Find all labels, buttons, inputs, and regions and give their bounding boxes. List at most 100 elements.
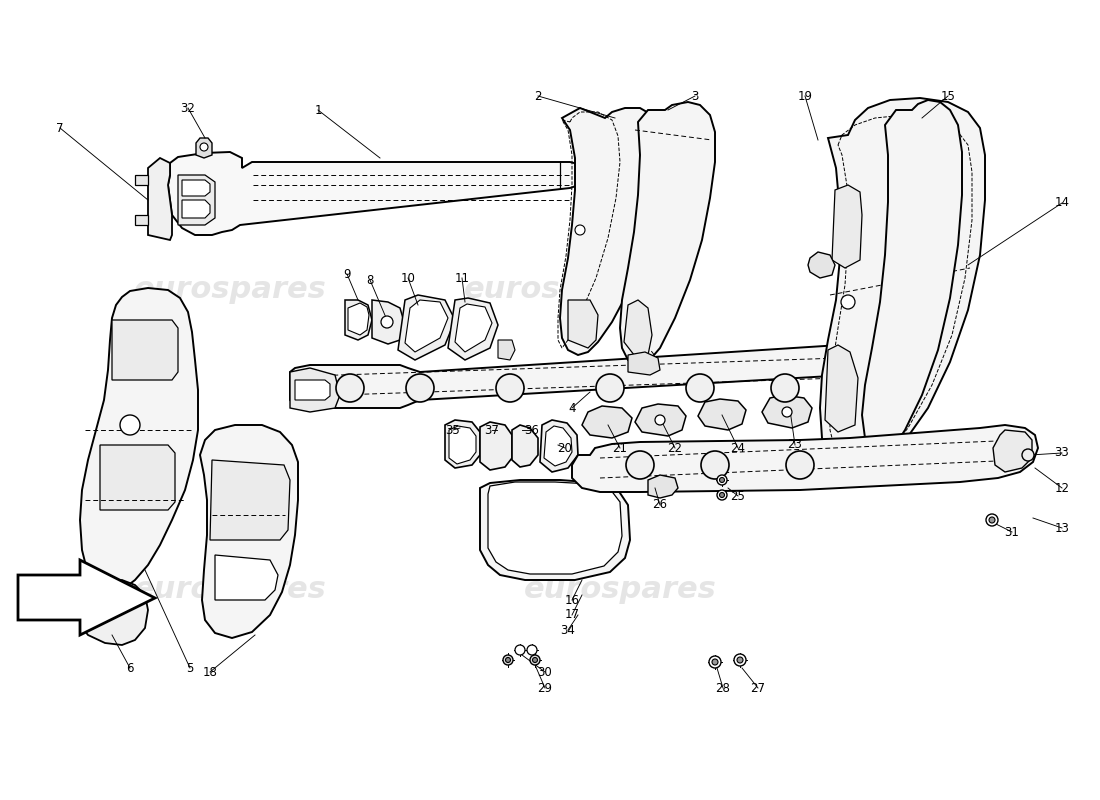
Text: 3: 3 <box>691 90 698 102</box>
Polygon shape <box>182 200 210 218</box>
Circle shape <box>381 316 393 328</box>
Circle shape <box>786 451 814 479</box>
Text: 15: 15 <box>940 90 956 102</box>
Circle shape <box>710 656 720 668</box>
Polygon shape <box>372 300 405 344</box>
Circle shape <box>701 451 729 479</box>
Text: 14: 14 <box>1055 197 1069 210</box>
Text: 30: 30 <box>538 666 552 678</box>
Polygon shape <box>648 475 678 498</box>
Polygon shape <box>698 399 746 430</box>
Text: 11: 11 <box>454 271 470 285</box>
Polygon shape <box>178 175 215 225</box>
Text: 13: 13 <box>1055 522 1069 534</box>
Polygon shape <box>290 342 868 408</box>
Polygon shape <box>135 175 149 185</box>
Polygon shape <box>820 98 984 478</box>
Text: 12: 12 <box>1055 482 1069 494</box>
Text: 28: 28 <box>716 682 730 694</box>
Polygon shape <box>582 406 632 438</box>
Polygon shape <box>18 560 155 635</box>
Text: 19: 19 <box>798 90 813 102</box>
Polygon shape <box>345 300 372 340</box>
Circle shape <box>842 295 855 309</box>
Text: 25: 25 <box>730 490 746 502</box>
Polygon shape <box>832 185 862 268</box>
Circle shape <box>496 374 524 402</box>
Circle shape <box>734 654 746 666</box>
Text: 20: 20 <box>558 442 572 454</box>
Polygon shape <box>620 102 715 366</box>
Text: 35: 35 <box>446 423 461 437</box>
Polygon shape <box>148 158 172 240</box>
Circle shape <box>506 658 510 662</box>
Circle shape <box>532 658 538 662</box>
Text: 24: 24 <box>730 442 746 454</box>
Circle shape <box>737 657 742 663</box>
Text: 22: 22 <box>668 442 682 454</box>
Polygon shape <box>449 426 476 464</box>
Polygon shape <box>808 252 835 278</box>
Circle shape <box>200 143 208 151</box>
Circle shape <box>717 475 727 485</box>
Polygon shape <box>214 555 278 600</box>
Polygon shape <box>68 605 80 620</box>
Polygon shape <box>398 295 455 360</box>
Text: 23: 23 <box>788 438 802 451</box>
Polygon shape <box>80 580 148 645</box>
Text: 6: 6 <box>126 662 134 674</box>
Circle shape <box>575 225 585 235</box>
Text: 34: 34 <box>561 623 575 637</box>
Polygon shape <box>196 138 212 158</box>
Polygon shape <box>762 395 812 428</box>
Polygon shape <box>635 404 686 436</box>
Circle shape <box>515 645 525 655</box>
Circle shape <box>771 374 799 402</box>
Circle shape <box>1022 449 1034 461</box>
Circle shape <box>986 514 998 526</box>
Text: 26: 26 <box>652 498 668 511</box>
Text: 33: 33 <box>1055 446 1069 459</box>
Circle shape <box>336 374 364 402</box>
Text: 21: 21 <box>613 442 627 454</box>
Circle shape <box>530 655 540 665</box>
Text: 9: 9 <box>343 267 351 281</box>
Text: 29: 29 <box>538 682 552 694</box>
Text: 36: 36 <box>525 423 539 437</box>
Circle shape <box>782 407 792 417</box>
Polygon shape <box>480 422 512 470</box>
Polygon shape <box>455 304 492 352</box>
Text: 16: 16 <box>564 594 580 606</box>
Polygon shape <box>568 300 598 348</box>
Text: 10: 10 <box>400 271 416 285</box>
Polygon shape <box>993 430 1032 472</box>
Polygon shape <box>135 215 149 225</box>
Polygon shape <box>348 303 369 335</box>
Polygon shape <box>200 425 298 638</box>
Text: 37: 37 <box>485 423 499 437</box>
Text: 18: 18 <box>202 666 218 678</box>
Text: 31: 31 <box>1004 526 1020 538</box>
Text: 1: 1 <box>315 103 321 117</box>
Polygon shape <box>512 425 538 467</box>
Text: eurospares: eurospares <box>133 575 327 605</box>
Polygon shape <box>825 345 858 432</box>
Text: eurospares: eurospares <box>524 575 716 605</box>
Text: 2: 2 <box>535 90 541 102</box>
Polygon shape <box>112 320 178 380</box>
Circle shape <box>686 374 714 402</box>
Polygon shape <box>862 100 962 458</box>
Polygon shape <box>210 460 290 540</box>
Polygon shape <box>448 298 498 360</box>
Text: 7: 7 <box>56 122 64 134</box>
Circle shape <box>717 490 727 500</box>
Text: 8: 8 <box>366 274 374 286</box>
Polygon shape <box>544 426 572 466</box>
Polygon shape <box>446 420 480 468</box>
Polygon shape <box>80 288 198 592</box>
Circle shape <box>712 659 718 665</box>
Polygon shape <box>572 425 1038 492</box>
Text: 27: 27 <box>750 682 766 694</box>
Polygon shape <box>100 445 175 510</box>
Polygon shape <box>540 420 578 472</box>
